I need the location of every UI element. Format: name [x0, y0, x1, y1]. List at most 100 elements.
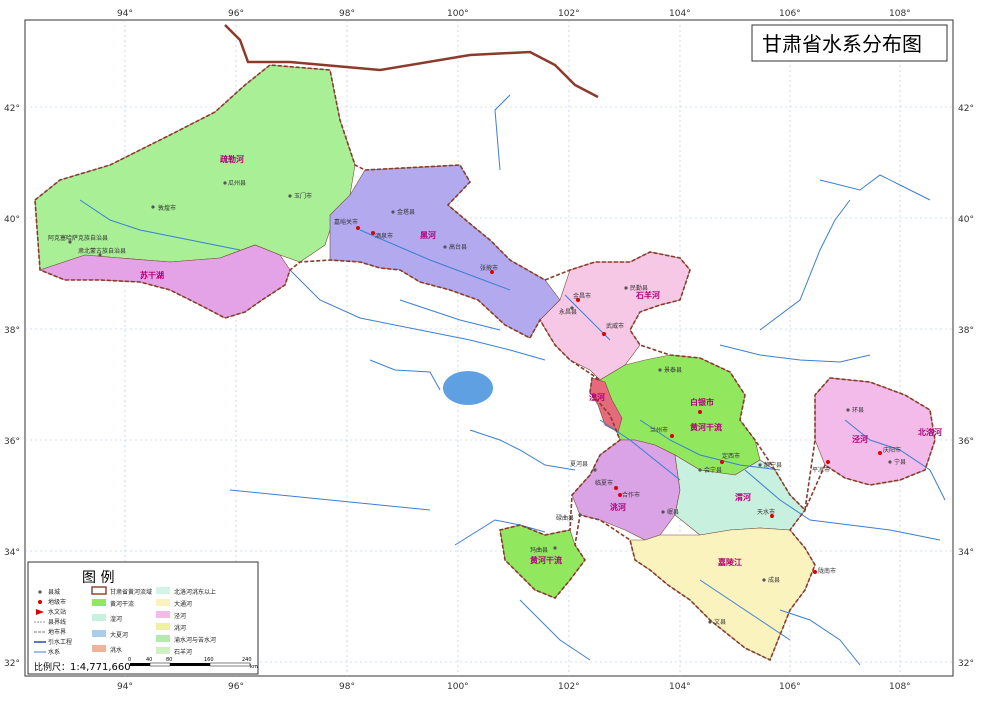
county-marker: [288, 194, 292, 198]
legend-county-swatch: [38, 590, 42, 594]
county-marker: [762, 578, 766, 582]
legend-city-swatch: [38, 600, 42, 604]
river-line: [744, 469, 941, 541]
legend: 图 例 县城 地级市 水文站 县界线 地市界 引水工程 水系 甘肃省黄河流域 黄…: [27, 561, 259, 675]
legend-swatch: [156, 611, 170, 618]
city-marker: [720, 460, 724, 464]
river-line: [639, 419, 781, 471]
county-marker: [68, 240, 72, 244]
lon-tick: 96°: [228, 9, 244, 19]
basin-labels: 疏勒河 黑河 石羊河 苏干湖 黄河干流 白银市 渭河 泾河 嘉陵江 洮河 湟河 …: [140, 154, 942, 567]
river-line: [779, 609, 861, 666]
lat-tick: 38°: [4, 326, 20, 336]
city-label: 定西市: [722, 452, 740, 460]
city-label: 景泰县: [664, 366, 682, 374]
basin-label-sugan: 苏干湖: [140, 270, 164, 280]
city-label: 金塔县: [397, 208, 415, 216]
river-line: [79, 199, 241, 251]
scale-label: 比例尺：: [34, 661, 70, 673]
legend-item: 引水工程: [48, 638, 72, 646]
city-label: 陇南市: [818, 567, 836, 575]
city-label: 永昌县: [559, 308, 577, 316]
legend-item: 县城: [48, 589, 60, 596]
river-line: [369, 359, 441, 391]
lat-tick: 36°: [4, 437, 20, 447]
lat-tick: 32°: [958, 659, 974, 669]
scale-bar-seg: [130, 663, 150, 666]
legend-swatch: [156, 647, 170, 654]
legend-swatch: [156, 599, 170, 606]
river-line: [844, 419, 946, 501]
province-outline: [34, 64, 936, 662]
city-label: 夏河县: [570, 460, 588, 468]
legend-item: 甘肃省黄河流域: [110, 588, 152, 596]
city-label: 阿克塞哈萨克族自治县: [48, 234, 108, 242]
legend-swatch: [156, 635, 170, 642]
lat-tick: 40°: [958, 215, 974, 225]
basin-label-jing: 泾河: [852, 434, 868, 444]
city-label: 玉门市: [294, 192, 312, 200]
river-network: [79, 94, 946, 666]
national-border: [224, 24, 599, 99]
county-marker: [593, 468, 597, 472]
scale-bar-seg: [170, 663, 210, 666]
city-label: 酒泉市: [375, 232, 393, 240]
county-marker: [391, 210, 395, 214]
river-line: [289, 269, 546, 361]
city-label: 成县: [768, 576, 780, 584]
basin-label-tao: 洮河: [610, 502, 626, 512]
legend-item: 湟河: [110, 615, 122, 623]
city-label: 肃北蒙古族自治县: [78, 247, 126, 255]
river-line: [819, 174, 931, 201]
legend-item: 地级市: [48, 598, 66, 606]
legend-swatch: [92, 614, 106, 621]
lat-tick: 42°: [4, 104, 20, 114]
basin-label-wei: 渭河: [735, 492, 751, 502]
city-marker: [614, 486, 618, 490]
county-marker: [151, 205, 155, 209]
scale-tick: 0: [128, 657, 131, 663]
legend-item: 石羊河: [174, 648, 192, 656]
basin-label-shiyang: 石羊河: [635, 290, 660, 300]
lon-tick: 100°: [447, 9, 469, 19]
lon-tick: 96°: [228, 682, 244, 692]
city-label: 嘉峪关市: [334, 218, 358, 226]
city-marker: [698, 410, 702, 414]
city-label: 兰州市: [650, 426, 668, 434]
county-marker: [661, 510, 665, 514]
river-line: [699, 579, 791, 641]
lat-tick: 32°: [4, 659, 20, 669]
county-marker: [758, 463, 762, 467]
lon-tick: 106°: [779, 682, 801, 692]
city-label: 临夏市: [595, 479, 613, 487]
river-line: [719, 344, 871, 363]
city-marker: [670, 434, 674, 438]
latitude-labels: 42° 40° 38° 36° 34° 32° 42° 40° 38° 36° …: [4, 104, 974, 669]
basin-label-huang: 湟河: [588, 392, 605, 402]
lon-tick: 100°: [447, 682, 469, 692]
scale-tick: 80: [166, 657, 172, 663]
scale-bar-seg: [149, 662, 171, 667]
city-label: 天水市: [757, 508, 775, 516]
city-label: 环县: [852, 407, 864, 414]
city-label: 宁县: [894, 458, 906, 466]
city-label: 民勤县: [630, 284, 648, 292]
basin-label-baiyin: 白银市: [690, 397, 714, 407]
city-label: 平凉市: [812, 466, 830, 474]
city-marker: [618, 493, 622, 497]
river-line: [229, 489, 431, 511]
legend-item: 渝水河与苦水河: [174, 636, 216, 644]
county-marker: [698, 468, 702, 472]
lon-tick: 94°: [117, 682, 133, 692]
scale-bar-seg: [209, 662, 251, 667]
legend-swatch: [156, 623, 170, 630]
lat-tick: 42°: [958, 104, 974, 114]
legend-swatch: [92, 599, 106, 606]
scale-tick: 40: [146, 657, 152, 663]
legend-item: 北洛河洮东以上: [174, 588, 216, 596]
county-marker: [846, 408, 850, 412]
map-title: 甘肃省水系分布图: [762, 32, 922, 56]
legend-item: 地市界: [48, 628, 66, 636]
region-shiyang: [539, 251, 691, 381]
city-label: 庆阳市: [883, 446, 901, 454]
